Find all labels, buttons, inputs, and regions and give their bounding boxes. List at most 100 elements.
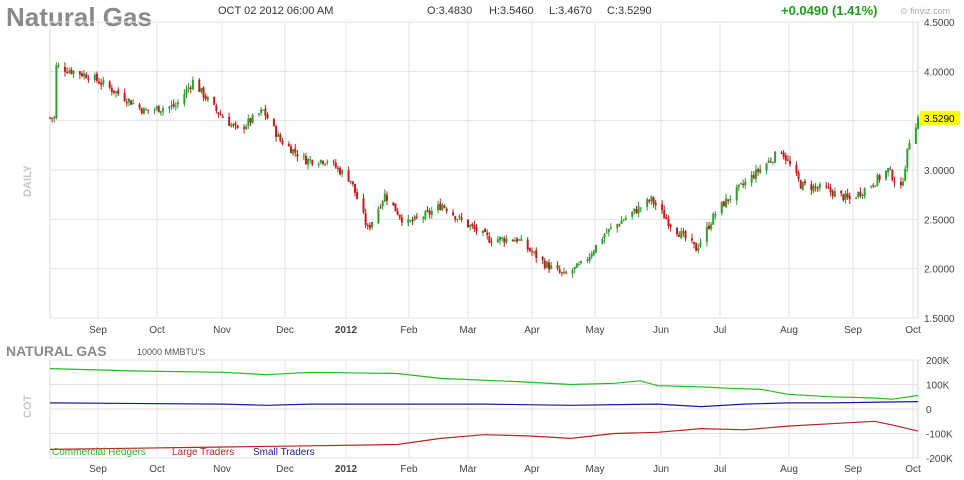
candle-body: [279, 134, 282, 141]
price-x-tick: Sep: [844, 325, 862, 336]
candle-body: [840, 190, 843, 194]
candle-body: [829, 187, 832, 192]
candle-body: [799, 180, 802, 189]
price-x-tick: Jun: [653, 325, 669, 336]
candle-body: [646, 199, 649, 207]
candle-body: [624, 217, 627, 220]
candle-body: [533, 251, 536, 253]
candle-body: [697, 247, 700, 251]
candle-body: [765, 163, 768, 171]
candle-body: [842, 194, 845, 201]
cot-side-label: COT: [22, 394, 34, 418]
candle-body: [245, 125, 248, 130]
price-x-tick: Sep: [89, 325, 107, 336]
candle-body: [275, 126, 278, 137]
candle-body: [722, 201, 725, 207]
cot-x-tick: Sep: [844, 464, 862, 475]
candle-body: [302, 155, 305, 157]
candle-body: [385, 194, 388, 201]
candle-body: [63, 66, 66, 72]
candle-body: [377, 208, 380, 224]
candle-body: [304, 155, 307, 165]
site-logo[interactable]: ⊙ finviz.com: [900, 6, 950, 17]
candle-body: [247, 118, 250, 126]
legend-commercial: Commercial Hedgers: [52, 447, 146, 458]
candle-body: [631, 211, 634, 217]
candle-body: [176, 102, 179, 105]
candle-body: [379, 207, 382, 209]
candle-body: [511, 239, 514, 241]
candle-body: [68, 70, 71, 73]
candle-body: [904, 168, 907, 181]
candle-body: [155, 106, 158, 110]
price-x-tick: Mar: [459, 325, 477, 336]
candle-body: [219, 114, 222, 116]
candle-body: [311, 160, 314, 165]
candle-body: [720, 201, 723, 214]
candle-body: [80, 73, 83, 77]
candle-body: [334, 162, 337, 168]
candle-body: [200, 87, 203, 92]
candle-body: [501, 237, 504, 239]
cot-x-tick: Jun: [653, 464, 669, 475]
cot-y-tick: -200K: [926, 454, 953, 465]
cot-x-tick: Mar: [459, 464, 477, 475]
candle-body: [516, 238, 519, 242]
candle-body: [351, 181, 354, 185]
logo-text: finviz.com: [910, 6, 951, 16]
candle-body: [759, 169, 762, 173]
candle-body: [206, 97, 209, 101]
candle-body: [857, 191, 860, 197]
candle-body: [490, 241, 493, 243]
candle-body: [505, 238, 508, 243]
candle-body: [914, 127, 917, 145]
candle-body: [281, 140, 284, 145]
candle-body: [234, 123, 237, 126]
last-price-tag-bg: [920, 110, 960, 125]
candle-body: [831, 191, 834, 197]
candle-body: [396, 211, 399, 215]
candle-body: [739, 183, 742, 185]
candle-body: [789, 160, 792, 165]
candle-body: [676, 227, 679, 235]
candle-body: [296, 153, 299, 157]
candle-body: [488, 235, 491, 243]
candle-body: [249, 118, 252, 123]
candle-body: [398, 214, 401, 218]
candle-body: [83, 73, 86, 77]
candle-body: [816, 188, 819, 190]
candle-body: [353, 183, 356, 193]
candle-body: [368, 225, 371, 228]
candle-body: [861, 194, 864, 196]
price-x-tick: Nov: [213, 325, 231, 336]
price-x-tick: 2012: [335, 325, 358, 336]
candle-body: [324, 163, 327, 165]
candle-body: [287, 143, 290, 147]
candle-body: [607, 228, 610, 233]
candle-body: [339, 168, 342, 175]
candle-body: [317, 164, 320, 166]
candle-body: [742, 183, 745, 185]
candle-body: [874, 185, 877, 187]
candle-body: [620, 220, 623, 224]
candle-body: [714, 214, 717, 216]
open-value: O:3.4830: [427, 5, 473, 17]
cot-x-tick: Oct: [905, 464, 921, 475]
candle-body: [682, 231, 685, 233]
cot-title: NATURAL GAS: [6, 343, 107, 359]
price-y-tick: 1.5000: [924, 314, 955, 325]
candle-body: [341, 170, 344, 174]
candle-body: [456, 219, 459, 221]
candle-body: [321, 160, 324, 164]
candle-body: [729, 199, 732, 201]
candle-body: [445, 208, 448, 212]
candle-body: [573, 266, 576, 270]
candle-body: [727, 199, 730, 202]
cot-x-tick: Feb: [400, 464, 418, 475]
candle-body: [771, 161, 774, 163]
candle-body: [803, 181, 806, 184]
candle-body: [202, 87, 205, 98]
candle-body: [232, 124, 235, 126]
candle-body: [887, 168, 890, 173]
candle-body: [394, 203, 397, 212]
